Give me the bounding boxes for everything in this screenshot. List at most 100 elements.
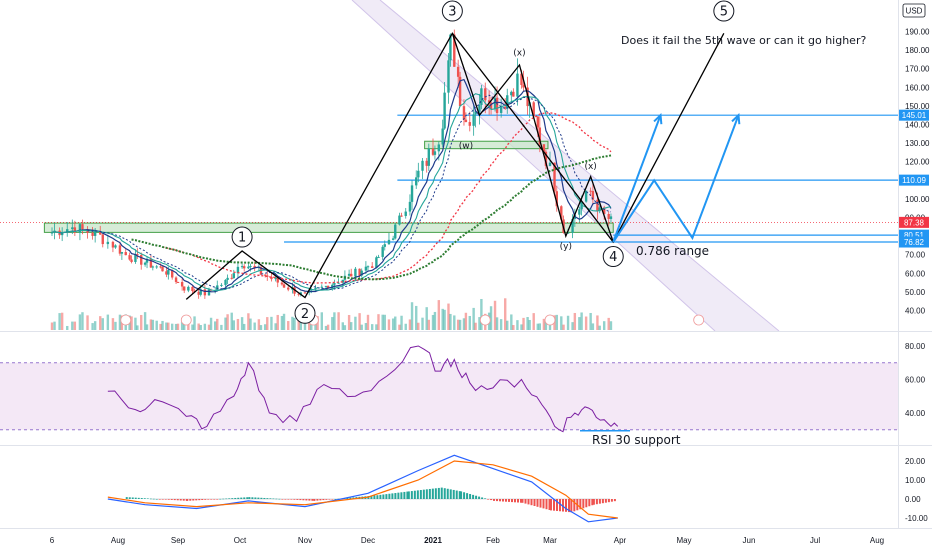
macd-histogram-bar: [176, 499, 179, 501]
macd-histogram-bar: [143, 498, 146, 499]
macd-histogram-bar: [545, 499, 548, 510]
macd-histogram-bar: [466, 493, 469, 499]
macd-histogram-bar: [149, 498, 152, 500]
volume-bar: [480, 298, 483, 330]
macd-histogram-bar: [204, 499, 207, 500]
candle-body: [167, 270, 170, 275]
candle-body: [101, 234, 104, 245]
macd-histogram-bar: [179, 499, 182, 501]
candle-body: [487, 100, 491, 103]
volume-bar: [598, 325, 601, 330]
candle-body: [553, 162, 556, 192]
volume-bar: [512, 325, 515, 330]
macd-histogram-bar: [296, 499, 299, 500]
correction-label: (x): [513, 49, 525, 59]
candle-body: [170, 270, 174, 278]
macd-histogram-bar: [422, 489, 425, 499]
candle-body: [522, 84, 525, 88]
macd-histogram-bar: [403, 491, 406, 499]
price-axis-tick: 120.00: [905, 158, 930, 167]
macd-histogram-bar: [182, 499, 185, 501]
question-annotation: Does it fail the 5th wave or can it go h…: [621, 34, 866, 47]
macd-histogram-bar: [246, 497, 249, 499]
wave-label: 5: [720, 5, 728, 20]
macd-histogram-bar: [407, 491, 410, 499]
volume-bar: [398, 324, 401, 330]
candle-body: [224, 279, 227, 285]
volume-bar: [580, 312, 583, 330]
candle-body: [536, 116, 539, 128]
candle-body: [226, 277, 229, 280]
macd-histogram-bar: [553, 499, 555, 511]
volume-bar: [609, 321, 613, 330]
macd-axis-tick: -10.00: [905, 514, 928, 523]
candle-body: [478, 105, 481, 112]
volume-bar: [161, 320, 164, 330]
volume-bar: [383, 314, 386, 330]
volume-bar: [143, 312, 147, 330]
macd-histogram-bar: [484, 498, 487, 499]
macd-histogram-bar: [186, 499, 189, 501]
price-tag: [899, 229, 929, 241]
volume-bar: [81, 312, 84, 330]
price-tag-value: 80.51: [904, 231, 925, 240]
date-axis-tick: Aug: [870, 536, 884, 545]
volume-bar: [253, 322, 256, 330]
price-axis-tick: 160.00: [905, 83, 930, 92]
macd-histogram-bar: [579, 499, 582, 510]
currency-badge[interactable]: USD: [902, 3, 926, 18]
macd-histogram-bar: [173, 499, 176, 501]
candle-body: [232, 273, 235, 279]
volume-bar: [387, 319, 391, 330]
volume-bar: [170, 323, 174, 330]
candle-body: [364, 266, 368, 271]
macd-histogram-bar: [128, 497, 131, 499]
macd-histogram-bar: [167, 499, 170, 500]
macd-histogram-bar: [428, 488, 431, 499]
candle-body: [354, 268, 357, 277]
macd-histogram-bar: [299, 499, 302, 501]
volume-bar: [478, 317, 481, 330]
volume-bar: [462, 318, 466, 330]
macd-axis-tick: 10.00: [905, 476, 926, 485]
candle-body: [303, 292, 307, 294]
macd-histogram-bar: [131, 497, 134, 499]
candle-body: [544, 151, 548, 167]
volume-bar: [93, 321, 97, 330]
macd-histogram-bar: [452, 489, 455, 499]
candle-body: [320, 286, 323, 288]
macd-histogram-bar: [440, 487, 443, 499]
candle-body: [370, 266, 374, 268]
rsi-line: [107, 345, 619, 433]
volume-bar: [522, 317, 525, 330]
candle-body: [134, 254, 137, 262]
macd-histogram-bar: [455, 490, 458, 499]
macd-histogram-bar: [137, 497, 140, 499]
candle-body: [415, 177, 418, 186]
macd-histogram-bar: [463, 492, 466, 499]
macd-histogram-bar: [601, 499, 604, 504]
date-axis-tick: Nov: [298, 536, 312, 545]
volume-bar: [544, 320, 548, 330]
volume-bar: [140, 314, 143, 330]
price-axis-tick: 150.00: [905, 102, 930, 111]
volume-bar: [60, 312, 64, 330]
macd-histogram-bar: [472, 494, 475, 499]
rsi-axis-tick: 40.00: [905, 409, 926, 418]
candle-body: [609, 216, 613, 219]
candle-body: [589, 190, 592, 192]
macd-panel: [107, 454, 618, 523]
candle-body: [276, 277, 279, 283]
candle-body: [358, 268, 361, 276]
rsi-panel: [0, 345, 898, 433]
candle-body: [408, 201, 412, 212]
date-axis-tick: 2021: [424, 536, 442, 545]
volume-bar: [358, 313, 361, 330]
macd-histogram-bar: [189, 499, 192, 501]
macd-histogram-bar: [254, 497, 257, 499]
price-axis-tick: 100.00: [905, 195, 930, 204]
candle-body: [591, 191, 595, 200]
candle-body: [598, 207, 601, 212]
macd-histogram-bar: [198, 499, 201, 501]
price-tag: [899, 174, 929, 186]
